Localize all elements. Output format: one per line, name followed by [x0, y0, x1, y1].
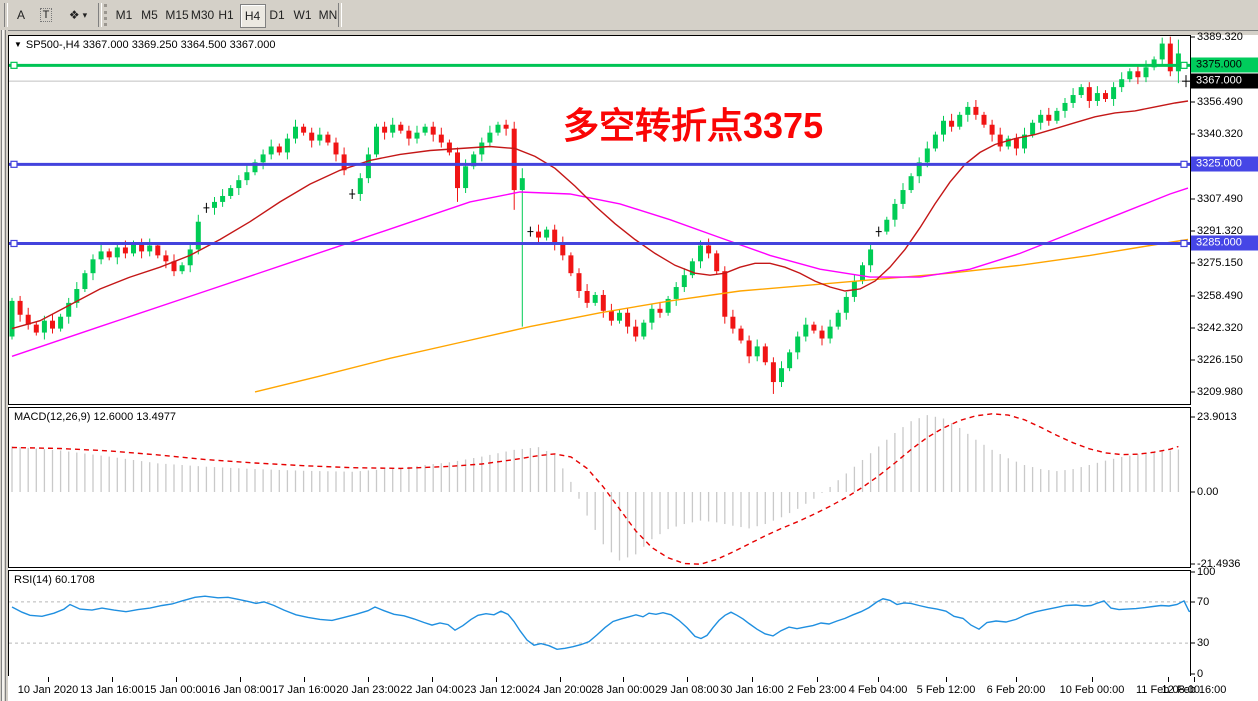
time-axis-label: 22 Jan 04:00: [400, 684, 464, 696]
timeframe-button-W1[interactable]: W1: [293, 8, 312, 22]
price-axis-label: 3242.320: [1197, 322, 1243, 334]
time-axis-label: 29 Jan 08:00: [655, 684, 719, 696]
toolbar-separator: [98, 3, 102, 27]
time-axis-label: 15 Jan 00:00: [144, 684, 208, 696]
time-tick: [496, 677, 497, 682]
objects-icon: ❖: [68, 8, 80, 22]
price-badge-3325: 3325.000: [1191, 156, 1258, 172]
macd-indicator-panel[interactable]: [8, 407, 1191, 568]
font-tool-button[interactable]: A: [10, 4, 32, 26]
time-tick: [623, 677, 624, 682]
toolbar-edge-groove: [4, 3, 8, 27]
timeframe-button-H4[interactable]: H4: [239, 4, 266, 28]
time-axis-label: 23 Jan 12:00: [464, 684, 528, 696]
price-chart-panel[interactable]: [8, 35, 1191, 405]
time-tick: [1016, 677, 1017, 682]
time-axis-label: 24 Jan 20:00: [528, 684, 592, 696]
rsi-axis-label: 100: [1197, 566, 1216, 578]
price-badge-3285: 3285.000: [1191, 235, 1258, 251]
time-axis-label: 4 Feb 04:00: [848, 684, 908, 696]
time-axis-label: 11 Feb 08:00: [1135, 684, 1201, 696]
macd-axis-label: 0.00: [1197, 486, 1219, 498]
time-axis-label: 28 Jan 00:00: [591, 684, 655, 696]
timeframe-button-D1[interactable]: D1: [269, 8, 285, 22]
rsi-indicator-panel[interactable]: [8, 570, 1191, 677]
price-axis-label: 3389.320: [1197, 31, 1243, 43]
rsi-axis-label: 0: [1197, 668, 1204, 680]
price-axis-label: 3258.490: [1197, 290, 1243, 302]
time-tick: [48, 677, 49, 682]
time-axis-label: 10 Feb 00:00: [1059, 684, 1125, 696]
rsi-axis-label: 30: [1197, 637, 1210, 649]
toolbar-grip-handle[interactable]: [104, 4, 110, 26]
timeframe-button-M30[interactable]: M30: [190, 8, 215, 22]
time-tick: [112, 677, 113, 682]
price-axis-column[interactable]: [1191, 35, 1258, 676]
time-tick: [176, 677, 177, 682]
time-axis-label: 6 Feb 20:00: [986, 684, 1046, 696]
chart-ohlc-title: ▼ SP500-,H4 3367.000 3369.250 3364.500 33…: [14, 39, 275, 51]
window-left-frame: [0, 30, 8, 701]
macd-axis-label: 23.9013: [1197, 411, 1237, 423]
price-axis-label: 3209.980: [1197, 386, 1243, 398]
top-toolbar: A T ❖ ▾ M1 M5 M15 M30 H1 H4 D1 W1 MN: [0, 0, 1258, 31]
time-tick: [304, 677, 305, 682]
rsi-axis-label: 70: [1197, 596, 1210, 608]
time-tick: [752, 677, 753, 682]
price-badge-3367: 3367.000: [1191, 73, 1258, 89]
time-axis-strip[interactable]: 10 Jan 2020 13 Jan 16:00 15 Jan 00:00 16 Ja…: [8, 676, 1258, 701]
price-axis-label: 3226.150: [1197, 354, 1243, 366]
objects-tool-button[interactable]: ❖ ▾: [62, 4, 94, 26]
time-axis-label: 5 Feb 12:00: [916, 684, 976, 696]
price-axis-label: 3275.150: [1197, 257, 1243, 269]
time-tick: [1194, 677, 1195, 682]
time-tick: [1092, 677, 1093, 682]
time-tick: [946, 677, 947, 682]
time-tick: [368, 677, 369, 682]
price-axis-label: 3340.320: [1197, 128, 1243, 140]
timeframe-button-M15[interactable]: M15: [165, 8, 189, 22]
text-label-icon: T: [39, 8, 53, 22]
time-axis-label: 16 Jan 08:00: [208, 684, 272, 696]
time-axis-label: 20 Jan 23:00: [336, 684, 400, 696]
time-axis-label: 17 Jan 16:00: [272, 684, 336, 696]
time-tick: [560, 677, 561, 682]
font-tool-icon: A: [16, 8, 25, 22]
chart-annotation-text: 多空转折点3375: [563, 105, 824, 146]
timeframe-button-H1[interactable]: H1: [218, 8, 234, 22]
price-axis-label: 3356.490: [1197, 96, 1243, 108]
chevron-down-icon: ▾: [82, 9, 88, 20]
time-tick: [1168, 677, 1169, 682]
collapse-triangle-icon: ▼: [14, 40, 22, 49]
timeframe-button-MN[interactable]: MN: [318, 8, 338, 22]
macd-axis-label: -21.4936: [1197, 558, 1241, 570]
time-axis-label: 13 Jan 16:00: [80, 684, 144, 696]
price-axis-label: 3307.490: [1197, 193, 1243, 205]
time-tick: [817, 677, 818, 682]
time-axis-label: 30 Jan 16:00: [720, 684, 784, 696]
timeframe-button-M5[interactable]: M5: [141, 8, 158, 22]
time-tick: [432, 677, 433, 682]
time-axis-label: 10 Jan 2020: [17, 684, 79, 696]
time-tick: [240, 677, 241, 682]
macd-label: MACD(12,26,9) 12.6000 13.4977: [14, 411, 177, 423]
timeframe-button-M1[interactable]: M1: [115, 8, 133, 22]
time-tick: [687, 677, 688, 682]
toolbar-separator-2: [338, 3, 342, 27]
symbol-ohlc-text: SP500-,H4 3367.000 3369.250 3364.500 336…: [25, 39, 276, 51]
price-badge-3375: 3375.000: [1191, 57, 1258, 73]
text-label-tool-button[interactable]: T: [34, 4, 58, 26]
time-tick: [878, 677, 879, 682]
time-axis-label: 2 Feb 23:00: [787, 684, 847, 696]
price-axis-label: 3291.320: [1197, 225, 1243, 237]
time-axis-label: 12 Feb 16:00: [1161, 684, 1227, 696]
rsi-label: RSI(14) 60.1708: [14, 574, 95, 586]
